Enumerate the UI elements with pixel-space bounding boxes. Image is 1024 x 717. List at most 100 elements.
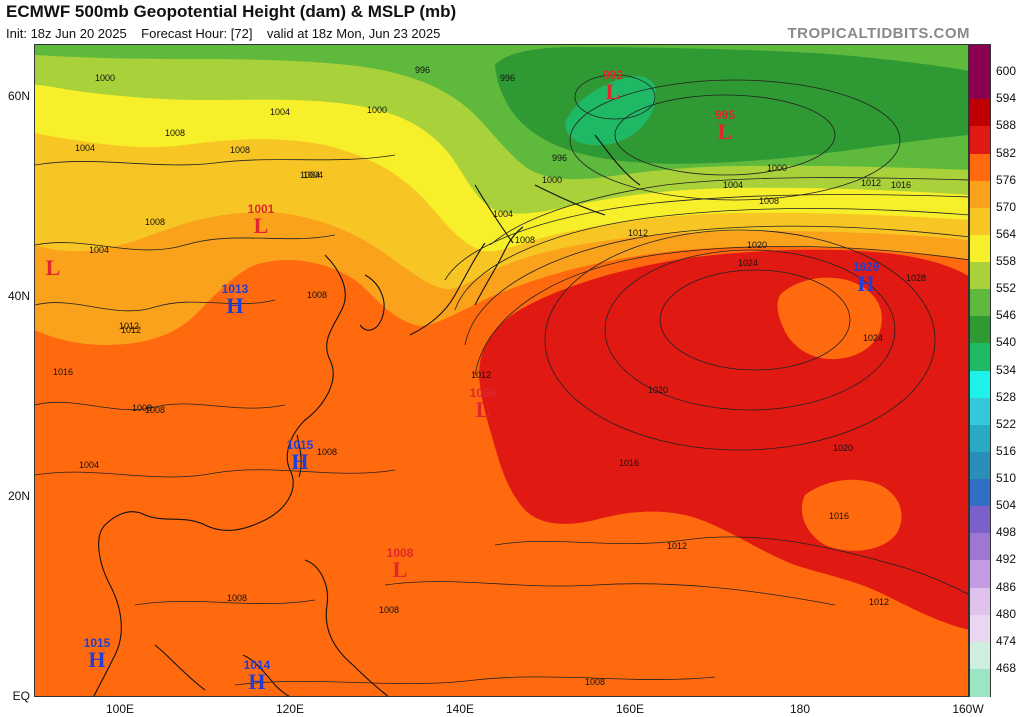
isobar-label: 1024	[863, 333, 884, 343]
color-legend-swatch	[970, 72, 990, 100]
color-legend-label: 546	[996, 308, 1017, 323]
lon-label-160w: 160W	[952, 702, 984, 716]
color-legend-label: 498	[996, 525, 1017, 540]
color-legend-swatch	[970, 234, 990, 263]
lat-label-40n: 40N	[7, 289, 30, 303]
field-588-pocket	[777, 277, 882, 360]
color-legend-label: 504	[996, 498, 1017, 513]
isobar-label: 1000	[767, 163, 788, 173]
color-legend-label: 480	[996, 606, 1017, 621]
isobar-label: 1008	[145, 405, 166, 415]
valid-time: valid at 18z Mon, Jun 23 2025	[266, 26, 441, 41]
lon-label-120e: 120E	[275, 702, 305, 716]
color-legend-label: 576	[996, 172, 1017, 187]
high-pressure-1013: 1013 H	[221, 282, 249, 318]
high-letter: H	[291, 449, 309, 474]
chart-title: ECMWF 500mb Geopotential Height (dam) & …	[6, 2, 457, 21]
low-pressure-992: 992 L	[602, 68, 624, 104]
isobar-label: 1012	[869, 597, 890, 607]
isobar-label: 1004	[270, 107, 291, 117]
isobar-label: 1008	[317, 447, 338, 457]
color-legend-label: 486	[996, 579, 1017, 594]
color-legend-swatch	[970, 153, 990, 182]
isobar-label: 1008	[585, 677, 606, 687]
low-pressure-west: L	[46, 257, 61, 279]
low-pressure-995: 995 L	[714, 108, 736, 144]
isobar-label: 1012	[667, 541, 688, 551]
high-letter: H	[248, 669, 266, 694]
isobar-label: 996	[552, 153, 568, 163]
isobar-label: 1012	[471, 370, 492, 380]
low-pressure-1001: 1001 L	[247, 202, 275, 238]
high-pressure-1014: 1014 H	[243, 658, 271, 694]
isobar-label: 1008	[165, 128, 186, 138]
color-legend-label: 540	[996, 335, 1017, 350]
height-field	[35, 45, 968, 696]
isobar-label: 1008	[230, 145, 251, 155]
isobar-label: 1016	[53, 367, 74, 377]
color-legend-swatch	[970, 641, 990, 670]
isobar-label: 1012	[119, 321, 140, 331]
color-legend-label: 552	[996, 281, 1017, 296]
init-time: Init: 18z Jun 20 2025	[6, 26, 127, 41]
isobar-label: 996	[415, 65, 431, 75]
color-legend-label: 474	[996, 633, 1017, 648]
low-letter: L	[392, 557, 408, 582]
high-pressure-1015-south: 1015 H	[83, 636, 111, 672]
isobar-label: 1016	[619, 458, 640, 468]
isobar-label: 996	[500, 73, 516, 83]
color-legend-swatch	[970, 668, 990, 697]
source-watermark: TROPICALTIDBITS.COM	[787, 25, 970, 42]
isobar-label: 1004	[723, 180, 744, 190]
color-legend-swatch	[970, 587, 990, 616]
color-legend-label: 570	[996, 199, 1017, 214]
high-pressure-1029: 1029 H	[852, 260, 880, 296]
lat-label-60n: 60N	[7, 89, 30, 103]
lon-label-180: 180	[789, 702, 811, 716]
isobar-label: 1020	[648, 385, 669, 395]
color-legend-label: 534	[996, 362, 1017, 377]
low-pressure-1006: 1006 L	[469, 386, 497, 422]
isobar-label: 1028	[906, 273, 927, 283]
isobar-label: 1000	[367, 105, 388, 115]
color-legend-label: 522	[996, 416, 1017, 431]
isobar-label: 1000	[95, 73, 116, 83]
color-legend	[969, 44, 991, 697]
isobar-label: 1008	[227, 593, 248, 603]
isobar-label: 1004	[300, 170, 321, 180]
isobars	[35, 74, 968, 686]
forecast-info: Init: 18z Jun 20 2025 Forecast Hour: [72…	[6, 26, 440, 41]
color-legend-swatch	[970, 289, 990, 317]
isobar-label: 1004	[493, 209, 514, 219]
isobar-label: 1016	[891, 180, 912, 190]
color-legend-swatch	[970, 451, 990, 480]
isobar-label: 1012	[628, 228, 649, 238]
isobar-label: 1008	[759, 196, 780, 206]
isobar-label: 1004	[303, 170, 324, 180]
color-legend-swatch	[970, 207, 990, 236]
isobar-label: 1008	[515, 235, 536, 245]
isobar-label: 1016	[829, 511, 850, 521]
high-pressure-1015: 1015 H	[286, 438, 314, 474]
color-legend-swatch	[970, 560, 990, 588]
lat-label-20n: 20N	[7, 489, 30, 503]
isobar-label: 1008	[307, 290, 328, 300]
weather-map: 992 L 995 L 1001 L L 1013 H 1029 H 1006 L 1015…	[34, 44, 969, 697]
lon-label-160e: 160E	[615, 702, 645, 716]
isobar-label: 1004	[75, 143, 96, 153]
high-letter: H	[88, 647, 106, 672]
isobar-label: 1000	[542, 175, 563, 185]
color-legend-label: 600	[996, 64, 1017, 79]
color-legend-label: 510	[996, 471, 1017, 485]
color-legend-label: 582	[996, 145, 1017, 160]
color-legend-swatch	[970, 180, 990, 209]
lon-label-140e: 140E	[445, 702, 475, 716]
low-letter: L	[717, 119, 733, 144]
low-letter: L	[475, 397, 491, 422]
color-legend-swatch	[970, 99, 990, 127]
color-legend-label: 558	[996, 254, 1017, 268]
isobar-label: 1004	[89, 245, 110, 255]
isobar-label: 1012	[861, 178, 882, 188]
field-546	[565, 76, 657, 146]
isobar-label: 1004	[79, 460, 100, 470]
